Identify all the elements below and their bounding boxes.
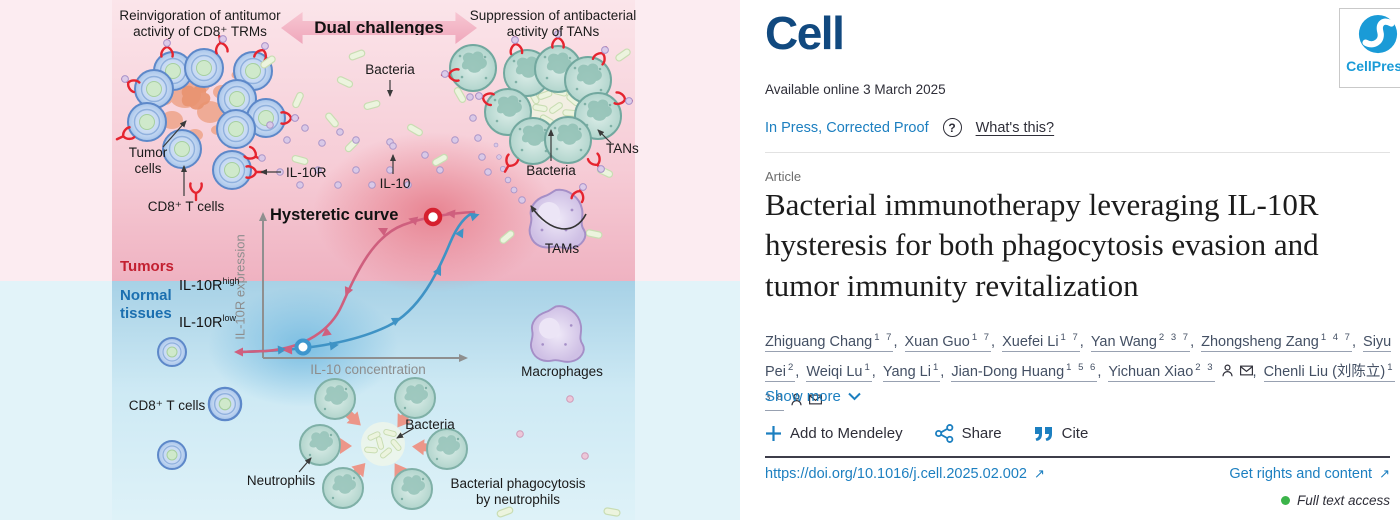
graphical-abstract-art	[0, 0, 740, 520]
in-press-link[interactable]: In Press, Corrected Proof	[765, 119, 929, 136]
whats-this-link[interactable]: What's this?	[975, 119, 1055, 136]
label-bacteria-tans: Bacteria	[526, 163, 576, 178]
rights-and-content-link[interactable]: Get rights and content	[1229, 466, 1373, 482]
author-link[interactable]: Zhiguang Chang 1 7	[765, 332, 894, 352]
tumor-cd8-cluster	[113, 33, 300, 202]
label-il10r: IL-10R	[286, 165, 327, 180]
cite-quote-icon	[1034, 426, 1052, 441]
add-to-mendeley-button[interactable]: Add to Mendeley	[765, 425, 903, 442]
person-icon[interactable]	[790, 393, 803, 406]
label-tams: TAMs	[544, 241, 580, 256]
label-cd8-t-cells: CD8⁺ T cells	[147, 199, 225, 214]
plot-xlabel: IL-10 concentration	[310, 362, 426, 377]
label-il10r-high: IL-10Rhigh	[179, 276, 240, 295]
article-type-label: Article	[765, 169, 802, 184]
envelope-icon[interactable]	[1239, 364, 1253, 377]
cellpress-logo[interactable]: CellPress	[1339, 8, 1400, 88]
label-normal-tissues: Normal tissues	[120, 287, 172, 322]
plus-icon	[766, 426, 781, 441]
label-neutrophils: Neutrophils	[246, 473, 316, 488]
author-list: Zhiguang Chang 1 7, Xuan Guo 1 7, Xuefei L…	[765, 325, 1395, 414]
author-link[interactable]: Yan Wang 2 3 7	[1090, 332, 1191, 352]
label-macrophages: Macrophages	[521, 364, 603, 379]
chevron-down-icon	[848, 392, 861, 401]
author-link[interactable]: Jian-Dong Huang 1 5 6	[951, 361, 1098, 382]
author-link[interactable]: Yichuan Xiao 2 3	[1108, 361, 1215, 382]
divider	[765, 152, 1390, 153]
plot-title: Hysteretic curve	[270, 206, 399, 224]
show-more-button[interactable]: Show more	[765, 388, 861, 405]
divider-dark	[765, 456, 1390, 458]
author-link[interactable]: Xuan Guo 1 7	[904, 332, 992, 352]
tam-cell	[528, 181, 589, 250]
author-link[interactable]: Weiqi Lu 1	[806, 361, 872, 382]
access-label: Full text access	[1296, 493, 1390, 508]
green-dot-icon	[1280, 496, 1290, 505]
graphical-abstract: Reinvigoration of antitumor activity of …	[0, 0, 740, 520]
low-state-marker	[294, 338, 312, 356]
label-cd8-t-cells-bottom: CD8⁺ T cells	[128, 398, 206, 413]
cellpress-icon	[1358, 14, 1398, 54]
cite-button[interactable]: Cite	[1034, 425, 1088, 442]
label-tans: TANs	[606, 141, 639, 156]
article-title: Bacterial immunotherapy leveraging IL-10…	[765, 187, 1319, 303]
hysteresis-plot	[234, 207, 481, 362]
label-suppression: Suppression of antibacterial activity of…	[469, 8, 637, 40]
external-link-icon: ↗	[1034, 466, 1045, 481]
label-pointers	[162, 80, 612, 473]
author-link[interactable]: Zhongsheng Zang 1 4 7	[1201, 332, 1352, 352]
label-tumors: Tumors	[120, 258, 174, 275]
curve-increasing	[239, 210, 476, 354]
access-status: Full text access	[1280, 493, 1390, 508]
author-link[interactable]: Xuefei Li 1 7	[1002, 332, 1080, 352]
question-mark-icon[interactable]: ?	[942, 118, 962, 137]
envelope-icon[interactable]	[809, 393, 823, 406]
label-bacteria-top: Bacteria	[365, 62, 415, 77]
external-link-icon: ↗	[1379, 466, 1390, 481]
label-il10r-low: IL-10Rlow	[179, 313, 237, 332]
label-bacteria-bottom: Bacteria	[405, 417, 455, 432]
high-state-marker	[423, 207, 443, 227]
author-link[interactable]: Siyu Pei 2	[765, 333, 1392, 382]
label-tumor-cells: Tumor cells	[128, 145, 168, 177]
author-link[interactable]: Yang Li 1	[882, 361, 941, 382]
available-online-date: Available online 3 March 2025	[765, 82, 946, 97]
label-il10: IL-10	[379, 176, 411, 191]
neutrophil-phagocytosis	[299, 377, 468, 510]
share-button[interactable]: Share	[934, 424, 1002, 443]
share-icon	[934, 424, 953, 443]
article-panel: Cell CellPress Available online 3 March …	[765, 0, 1400, 520]
label-reinvigoration: Reinvigoration of antitumor activity of …	[119, 8, 281, 40]
tan-cluster	[440, 29, 635, 176]
person-icon[interactable]	[1221, 364, 1234, 377]
cell-journal-logo[interactable]: Cell	[765, 7, 845, 59]
cellpress-wordmark: CellPress	[1346, 58, 1400, 74]
author-link[interactable]: Chenli Liu (刘陈立) 1 3 8	[765, 362, 1395, 412]
label-phagocytosis: Bacterial phagocytosis by neutrophils	[450, 476, 586, 508]
doi-link[interactable]: https://doi.org/10.1016/j.cell.2025.02.0…	[765, 466, 1027, 482]
action-toolbar: Add to Mendeley Share Cite	[765, 424, 1088, 443]
